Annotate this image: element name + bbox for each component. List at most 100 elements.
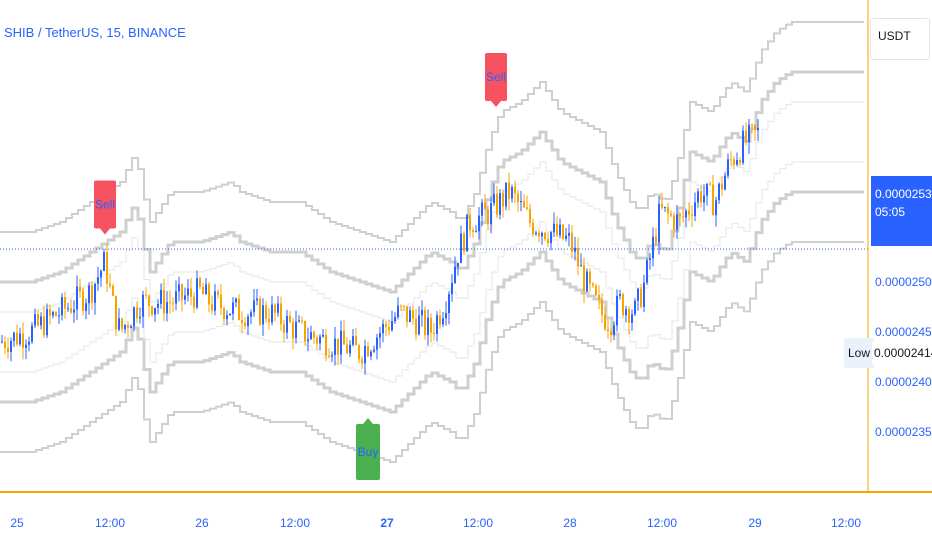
candle [751,123,753,134]
candle [94,282,96,315]
candle [532,218,534,238]
candle [598,285,600,310]
candle [565,228,567,242]
candle [748,118,750,154]
low-value: 0.00002414 [872,342,932,364]
x-tick-label: 12:00 [95,516,125,530]
candle [439,309,441,329]
candle [481,198,483,227]
candle [592,282,594,288]
candle [178,276,180,302]
candle [535,230,537,236]
candle [229,313,231,316]
candle [697,188,699,208]
candle [55,310,57,317]
candle [634,298,636,317]
candle [190,277,192,306]
candlesticks [1,118,759,375]
x-tick-label: 25 [10,516,24,530]
candle [589,268,591,292]
x-tick-label: 26 [195,516,209,530]
candle [673,211,675,238]
candle [301,316,303,324]
candle [754,124,756,141]
candle [22,322,24,360]
candle [25,339,27,360]
candle [394,312,396,324]
x-tick-label: 12:00 [831,516,861,530]
candle [313,330,315,344]
candle [250,309,252,325]
candle [508,172,510,211]
candle [337,338,339,365]
candle [127,321,129,338]
candle [64,291,66,319]
candle [733,156,735,170]
candle [391,310,393,332]
candle [679,212,681,227]
candle [19,327,21,347]
currency-button[interactable]: USDT [870,18,930,60]
candle [739,157,741,167]
candle [142,290,144,328]
candle [397,297,399,320]
candle [124,324,126,334]
candle [244,316,246,330]
candle [421,300,423,327]
candle [400,304,402,312]
candle [310,325,312,340]
candle [517,189,519,212]
candle [121,317,123,333]
candle [601,293,603,323]
candle [274,303,276,322]
candle [286,309,288,339]
candle [97,266,99,291]
bollinger-bands [0,21,864,463]
candle [166,291,168,322]
candle [319,333,321,351]
candle [328,348,330,358]
candle [1,334,3,344]
candle [580,253,582,267]
candle [139,307,141,324]
candle [217,289,219,299]
candle [721,176,723,197]
x-tick-label: 27 [380,516,394,530]
candle [214,284,216,316]
candle [451,274,453,302]
candle [265,301,267,323]
candle [73,300,75,323]
current-price-value: 0.00002533 [875,187,932,201]
candle [370,349,372,361]
candle [211,295,213,315]
candle [445,301,447,326]
candle [10,337,12,362]
candle [151,305,153,317]
candle [181,283,183,312]
candle [433,323,435,341]
candle [49,304,51,325]
candle [670,210,672,218]
candle [4,336,6,355]
candle [712,174,714,216]
candle [619,289,621,300]
candle [664,206,666,212]
candle [172,297,174,312]
candle [682,206,684,223]
candle [484,194,486,210]
x-tick-label: 12:00 [280,516,310,530]
candle [241,311,243,334]
candle [109,273,111,289]
candle [289,311,291,324]
candle [409,306,411,323]
candle [562,223,564,241]
candle [667,202,669,224]
candle [703,184,705,212]
candle [298,315,300,323]
candle [196,270,198,310]
buy-signal: Buy [356,418,380,480]
band-line-3 [0,241,864,463]
